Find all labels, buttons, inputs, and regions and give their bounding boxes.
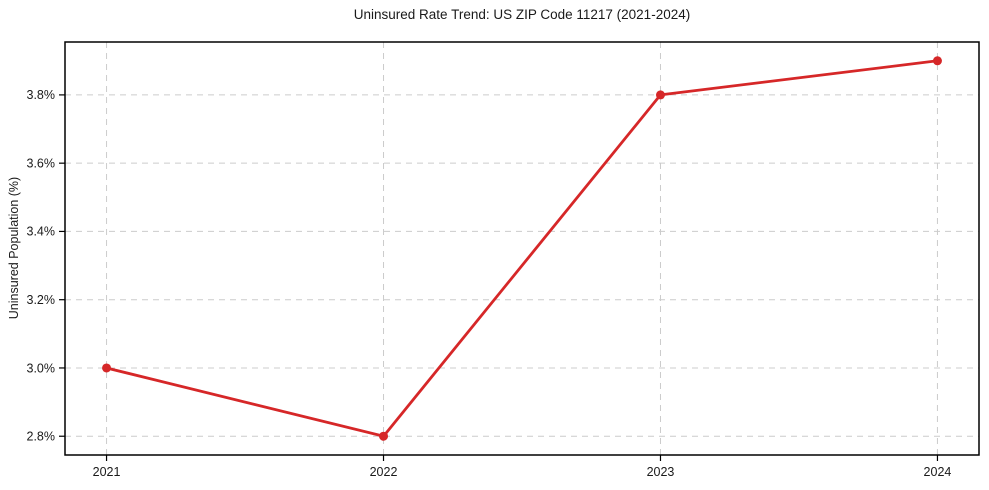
x-tick-label: 2023	[647, 465, 675, 479]
data-point	[932, 56, 942, 66]
y-tick-label: 3.4%	[27, 225, 56, 239]
y-tick-label: 3.6%	[27, 156, 56, 170]
plot-border	[64, 41, 980, 456]
data-point	[379, 431, 389, 441]
x-tick-label: 2024	[924, 465, 952, 479]
data-point	[655, 90, 665, 100]
trend-line	[105, 59, 939, 438]
y-tick-label: 2.8%	[27, 430, 56, 444]
chart-title: Uninsured Rate Trend: US ZIP Code 11217 …	[353, 7, 691, 22]
y-tick-label: 3.0%	[27, 361, 56, 375]
y-tick-label: 3.8%	[27, 88, 56, 102]
y-tick-label: 3.2%	[27, 293, 56, 307]
x-tick-label: 2022	[370, 465, 398, 479]
data-point	[102, 363, 112, 373]
x-tick-label: 2021	[93, 465, 121, 479]
